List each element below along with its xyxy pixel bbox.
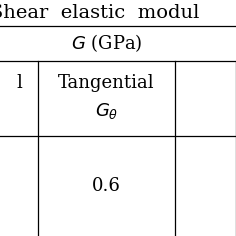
Text: $G$ (GPa): $G$ (GPa) bbox=[71, 33, 142, 55]
Text: $G_\theta$: $G_\theta$ bbox=[95, 101, 118, 121]
Text: Tangential: Tangential bbox=[58, 74, 155, 92]
Text: l: l bbox=[16, 74, 22, 92]
Text: Shear  elastic  modul: Shear elastic modul bbox=[0, 4, 199, 22]
Text: 0.6: 0.6 bbox=[92, 177, 121, 195]
